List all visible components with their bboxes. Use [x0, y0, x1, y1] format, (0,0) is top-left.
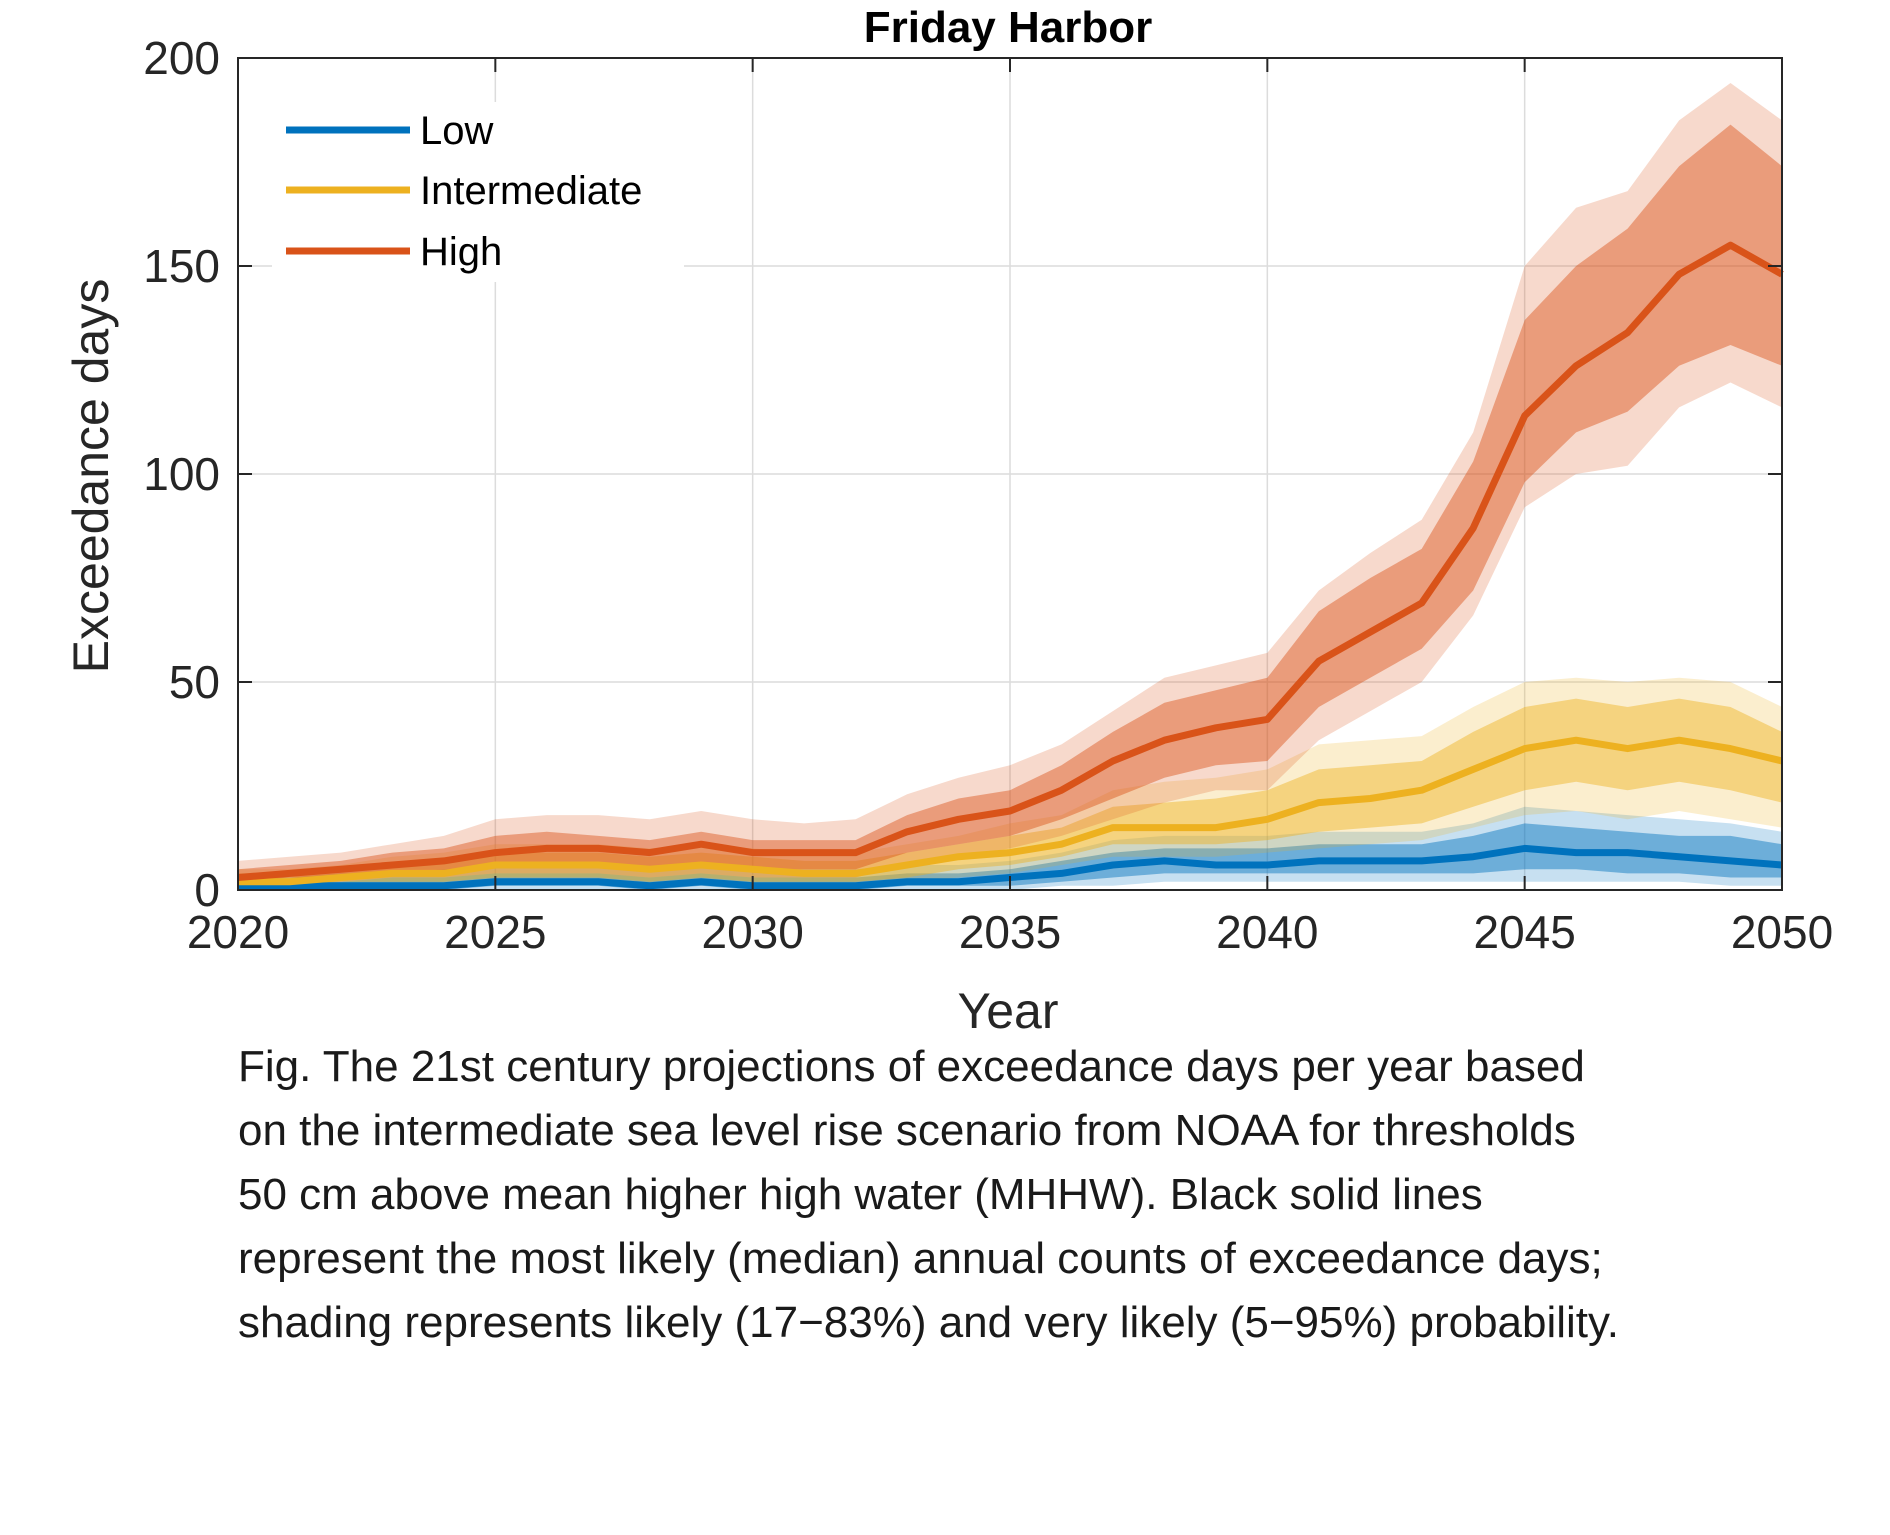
y-tick-label: 100: [143, 448, 220, 500]
x-tick-label: 2025: [444, 906, 546, 958]
x-tick-label: 2050: [1731, 906, 1833, 958]
caption-line: on the intermediate sea level rise scena…: [238, 1106, 1576, 1155]
ticks: 2020 2025 2030 2035 2040 2045 2050 0 50 100 150 200: [143, 32, 1833, 958]
x-tick-label: 2020: [187, 906, 289, 958]
x-tick-label: 2030: [701, 906, 803, 958]
very-likely-band-intermediate: [238, 677, 1782, 890]
legend-label-high: High: [420, 230, 502, 274]
figure-caption: Fig. The 21st century projections of exc…: [238, 1035, 1838, 1355]
legend-label-intermediate: Intermediate: [420, 169, 642, 213]
legend-label-low: Low: [420, 109, 493, 153]
y-tick-label: 200: [143, 32, 220, 84]
y-tick-label: 0: [194, 864, 220, 916]
likely-band-low: [238, 823, 1782, 890]
caption-line: Fig. The 21st century projections of exc…: [238, 1042, 1585, 1091]
very-likely-band-high: [238, 83, 1782, 886]
likely-band-high: [238, 124, 1782, 882]
y-axis-label: Exceedance days: [63, 279, 119, 674]
y-tick-label: 150: [143, 240, 220, 292]
x-tick-label: 2035: [959, 906, 1061, 958]
caption-line: represent the most likely (median) annua…: [238, 1234, 1603, 1283]
chart-title: Friday Harbor: [864, 3, 1153, 52]
y-tick-label: 50: [169, 656, 220, 708]
x-axis-label: Year: [957, 983, 1058, 1039]
caption-line: 50 cm above mean higher high water (MHHW…: [238, 1170, 1483, 1219]
caption-line: shading represents likely (17−83%) and v…: [238, 1298, 1619, 1347]
legend: Low Intermediate High: [272, 102, 684, 282]
median-line-high: [237, 241, 1784, 881]
median-line-intermediate: [238, 736, 1783, 886]
x-tick-label: 2040: [1216, 906, 1318, 958]
x-tick-label: 2045: [1473, 906, 1575, 958]
